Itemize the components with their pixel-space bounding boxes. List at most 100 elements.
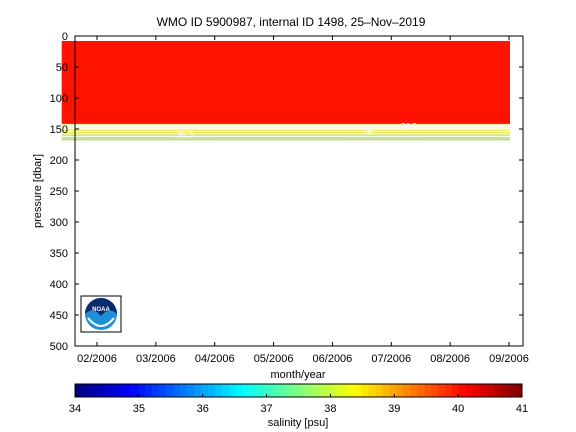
y-tick-label: 0 (62, 31, 68, 43)
y-tick-label: 50 (56, 62, 68, 74)
colorbar-cell (249, 384, 258, 397)
y-tick-label: 200 (50, 155, 68, 167)
colorbar-cell (333, 384, 341, 397)
y-tick-label: 250 (50, 186, 68, 198)
colorbar-cell (75, 384, 83, 397)
y-tick-label: 500 (50, 341, 68, 353)
x-tick-label: 05/2006 (254, 353, 294, 365)
colorbar-cell (494, 384, 502, 397)
colorbar-cell (410, 384, 418, 397)
chart-title: WMO ID 5900987, internal ID 1498, 25–Nov… (157, 15, 426, 29)
colorbar-cell (459, 384, 467, 397)
y-tick-label: 450 (50, 310, 68, 322)
colorbar-cell (284, 384, 293, 397)
colorbar-cell (487, 384, 495, 397)
colorbar-cell (109, 384, 118, 397)
colorbar-cell (347, 384, 355, 397)
colorbar-cell (277, 384, 286, 397)
colorbar-cell (165, 384, 174, 397)
colorbar-tick-label: 39 (388, 403, 400, 415)
colorbar-cell (235, 384, 244, 397)
colorbar-cell (207, 384, 216, 397)
colorbar-cell (186, 384, 195, 397)
x-tick-label: 02/2006 (77, 353, 117, 365)
colorbar-cell (256, 384, 265, 397)
colorbar-cell (144, 384, 153, 397)
x-tick-label: 08/2006 (430, 353, 470, 365)
colorbar: 34 35 36 37 38 39 40 41 salinity [psu] (69, 383, 528, 429)
contour-label: 36.5 (401, 122, 417, 131)
colorbar-cell (368, 384, 376, 397)
colorbar-tick-label: 40 (452, 403, 464, 415)
colorbar-cell (179, 384, 188, 397)
colorbar-cell (158, 384, 167, 397)
colorbar-cell (340, 384, 348, 397)
colorbar-cell (221, 384, 230, 397)
svg-text:NOAA: NOAA (92, 307, 110, 313)
colorbar-cell (270, 384, 279, 397)
colorbar-cell (424, 384, 432, 397)
colorbar-ticks: 34 35 36 37 38 39 40 41 (69, 394, 528, 415)
colorbar-cell (403, 384, 411, 397)
colorbar-cell (137, 384, 146, 397)
colorbar-cell (312, 384, 320, 397)
plot-area: 36.5 36 35.5 NOAA 0 50 100 150 200 250 300 350 400… (50, 31, 529, 365)
colorbar-label: salinity [psu] (268, 417, 329, 429)
colorbar-cell (438, 384, 446, 397)
colorbar-cell (382, 384, 390, 397)
contour-label: 35.5 (177, 131, 193, 140)
colorbar-cell (305, 384, 313, 397)
colorbar-cell (172, 384, 181, 397)
contour-label: 36 (363, 127, 372, 136)
colorbar-tick-label: 35 (133, 403, 145, 415)
x-axis: 02/2006 03/2006 04/2006 05/2006 06/2006 07/20… (77, 36, 529, 365)
colorbar-tick-label: 41 (516, 403, 528, 415)
x-axis-label: month/year (270, 369, 325, 381)
colorbar-cell (326, 384, 334, 397)
colorbar-tick-label: 34 (69, 403, 81, 415)
colorbar-tick-label: 38 (324, 403, 336, 415)
y-tick-label: 350 (50, 248, 68, 260)
y-tick-label: 150 (50, 124, 68, 136)
x-tick-label: 07/2006 (371, 353, 411, 365)
colorbar-cell (319, 384, 327, 397)
colorbar-cell (102, 384, 111, 397)
contour-lines (61, 123, 510, 141)
colorbar-cell (445, 384, 453, 397)
x-tick-label: 06/2006 (313, 353, 353, 365)
y-tick-label: 100 (50, 93, 68, 105)
colorbar-cell (228, 384, 237, 397)
colorbar-cell (361, 384, 369, 397)
colorbar-cell (396, 384, 404, 397)
colorbar-cell (242, 384, 251, 397)
colorbar-tick-label: 37 (260, 403, 272, 415)
colorbar-cell (291, 384, 299, 397)
colorbar-cell (200, 384, 209, 397)
colorbar-cell (452, 384, 460, 397)
colorbar-cell (298, 384, 306, 397)
colorbar-cell (375, 384, 383, 397)
colorbar-cells (75, 384, 523, 397)
salinity-fill (61, 40, 510, 125)
y-tick-label: 300 (50, 217, 68, 229)
y-axis: 0 50 100 150 200 250 300 350 400 450 500 (50, 31, 523, 353)
colorbar-cell (263, 384, 272, 397)
colorbar-cell (354, 384, 362, 397)
colorbar-cell (508, 384, 516, 397)
colorbar-cell (130, 384, 139, 397)
colorbar-cell (95, 384, 104, 397)
colorbar-cell (417, 384, 425, 397)
colorbar-cell (480, 384, 488, 397)
contour-labels: 36.5 36 35.5 (177, 122, 417, 140)
colorbar-cell (81, 384, 90, 397)
colorbar-cell (123, 384, 132, 397)
colorbar-cell (193, 384, 202, 397)
colorbar-tick-label: 36 (197, 403, 209, 415)
colorbar-cell (214, 384, 223, 397)
colorbar-cell (389, 384, 397, 397)
colorbar-cell (116, 384, 125, 397)
colorbar-cell (515, 384, 523, 397)
noaa-logo: NOAA (80, 295, 122, 333)
colorbar-cell (501, 384, 509, 397)
